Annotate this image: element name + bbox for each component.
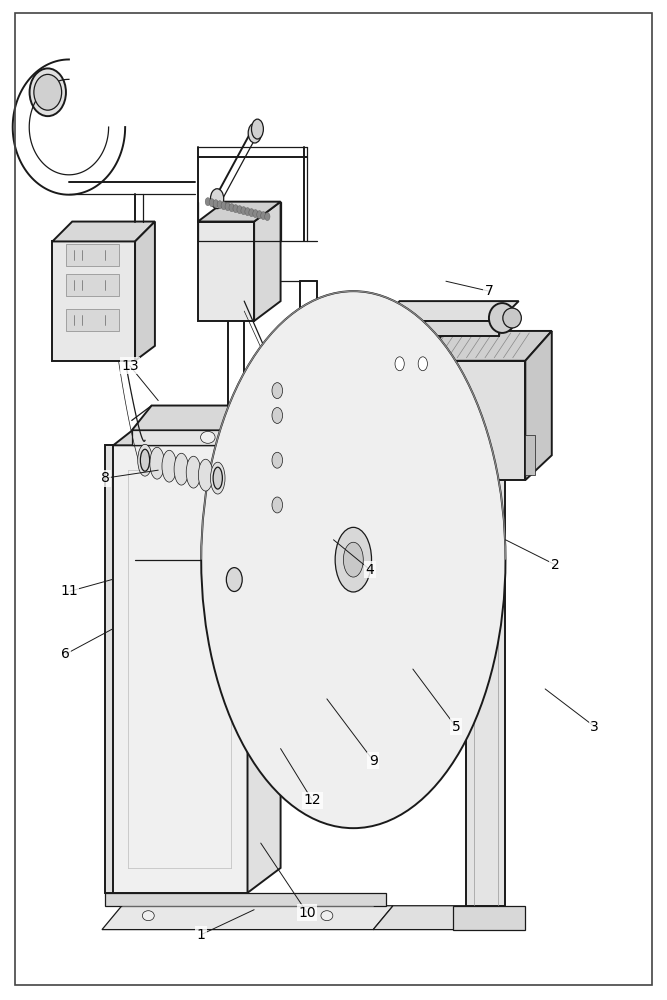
Text: 9: 9: [369, 754, 378, 768]
Polygon shape: [293, 361, 313, 520]
Bar: [526, 435, 535, 475]
Circle shape: [237, 206, 242, 214]
Circle shape: [226, 568, 242, 591]
Polygon shape: [113, 445, 247, 893]
Text: 8: 8: [101, 471, 110, 485]
Circle shape: [209, 199, 214, 207]
Bar: [65, 274, 119, 296]
Ellipse shape: [201, 291, 506, 828]
Polygon shape: [105, 445, 132, 893]
Circle shape: [253, 210, 258, 218]
Polygon shape: [459, 351, 512, 371]
Ellipse shape: [150, 447, 164, 479]
Ellipse shape: [251, 119, 263, 139]
Ellipse shape: [29, 68, 66, 116]
Circle shape: [257, 211, 262, 219]
Ellipse shape: [503, 308, 522, 328]
Circle shape: [241, 207, 246, 215]
Polygon shape: [254, 202, 281, 321]
Text: 10: 10: [298, 906, 316, 920]
Circle shape: [248, 123, 261, 143]
Ellipse shape: [321, 911, 333, 921]
Ellipse shape: [201, 431, 215, 443]
Polygon shape: [198, 202, 281, 222]
Circle shape: [221, 202, 226, 210]
Polygon shape: [135, 222, 155, 361]
Circle shape: [233, 205, 238, 213]
Bar: [65, 309, 119, 331]
Circle shape: [249, 209, 254, 217]
Polygon shape: [420, 331, 552, 361]
Circle shape: [261, 212, 266, 220]
Circle shape: [217, 201, 222, 209]
Text: 2: 2: [551, 558, 560, 572]
Circle shape: [225, 203, 230, 211]
Ellipse shape: [162, 450, 177, 482]
Text: 7: 7: [484, 284, 494, 298]
Text: 4: 4: [366, 563, 374, 577]
Polygon shape: [53, 241, 135, 361]
Circle shape: [272, 383, 283, 399]
Circle shape: [265, 213, 270, 221]
Polygon shape: [383, 346, 440, 381]
Text: 11: 11: [60, 584, 78, 598]
Ellipse shape: [198, 459, 213, 491]
Polygon shape: [102, 906, 393, 930]
Circle shape: [229, 204, 234, 212]
Text: 3: 3: [590, 720, 599, 734]
Polygon shape: [247, 381, 293, 520]
Text: 6: 6: [61, 647, 70, 661]
Circle shape: [211, 189, 223, 209]
Text: 1: 1: [197, 928, 205, 942]
Ellipse shape: [174, 453, 189, 485]
Polygon shape: [380, 301, 519, 321]
Polygon shape: [526, 331, 552, 480]
Polygon shape: [453, 906, 526, 930]
Ellipse shape: [186, 456, 201, 488]
Text: 5: 5: [452, 720, 460, 734]
Bar: [65, 244, 119, 266]
Circle shape: [272, 408, 283, 423]
Polygon shape: [53, 222, 155, 241]
Circle shape: [245, 208, 250, 216]
Circle shape: [213, 200, 218, 208]
Circle shape: [418, 357, 428, 371]
Ellipse shape: [140, 449, 149, 471]
Ellipse shape: [489, 303, 516, 333]
Circle shape: [395, 357, 404, 371]
Ellipse shape: [299, 431, 314, 443]
Polygon shape: [198, 222, 254, 321]
Circle shape: [272, 497, 283, 513]
Ellipse shape: [34, 74, 61, 110]
Polygon shape: [105, 893, 386, 906]
Polygon shape: [374, 906, 499, 930]
Circle shape: [205, 198, 211, 206]
Ellipse shape: [379, 431, 394, 443]
Polygon shape: [132, 406, 486, 430]
Ellipse shape: [213, 467, 222, 489]
Polygon shape: [247, 420, 281, 893]
Ellipse shape: [211, 462, 225, 494]
Polygon shape: [113, 420, 281, 445]
Ellipse shape: [335, 527, 372, 592]
Polygon shape: [380, 321, 499, 336]
Ellipse shape: [137, 444, 152, 476]
Text: 13: 13: [121, 359, 139, 373]
Ellipse shape: [142, 911, 154, 921]
Text: 12: 12: [303, 793, 321, 807]
Polygon shape: [132, 430, 466, 445]
Ellipse shape: [344, 542, 364, 577]
Polygon shape: [466, 361, 506, 906]
Polygon shape: [420, 361, 526, 480]
Circle shape: [272, 452, 283, 468]
